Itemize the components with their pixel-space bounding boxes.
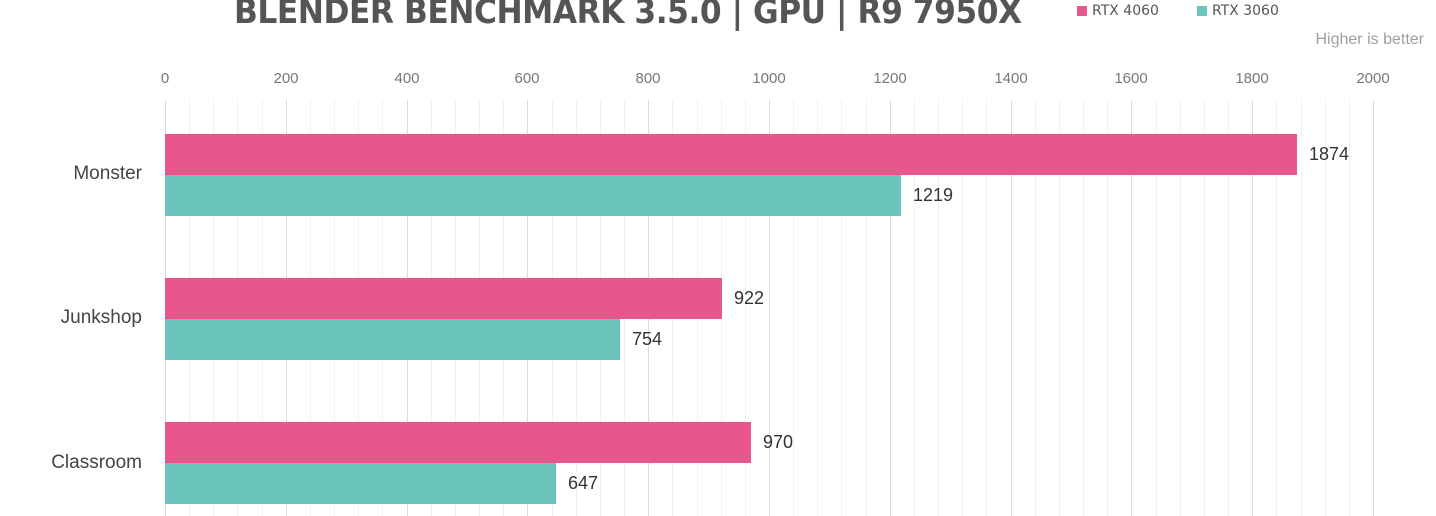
category-label: Junkshop	[60, 307, 142, 328]
x-tick-label: 1800	[1235, 70, 1269, 87]
minor-gridline	[745, 100, 746, 516]
x-tick-label: 1200	[873, 70, 907, 87]
legend-swatch-icon	[1196, 6, 1207, 16]
major-gridline	[769, 100, 770, 516]
minor-gridline	[866, 100, 867, 516]
legend-item-rtx4060: RTX 4060	[1077, 3, 1159, 19]
bar-monster-rtx3060	[165, 175, 901, 216]
legend: RTX 4060 RTX 3060	[1077, 3, 1279, 19]
x-tick-label: 2000	[1356, 70, 1390, 87]
bar-value-label: 1219	[913, 185, 954, 205]
legend-swatch-icon	[1077, 6, 1087, 16]
x-tick-label: 1000	[752, 70, 786, 87]
bar-junkshop-rtx4060	[165, 278, 722, 319]
minor-gridline	[1180, 100, 1181, 516]
x-tick-label: 400	[394, 70, 420, 87]
major-gridline	[1373, 100, 1374, 516]
minor-gridline	[1204, 100, 1205, 516]
bar-monster-rtx4060	[165, 134, 1297, 175]
minor-gridline	[1276, 100, 1277, 516]
minor-gridline	[938, 100, 939, 516]
major-gridline	[1011, 100, 1012, 516]
minor-gridline	[1107, 100, 1108, 516]
minor-gridline	[1301, 100, 1302, 516]
minor-gridline	[1349, 100, 1350, 516]
major-gridline	[1131, 100, 1132, 516]
bar-classroom-rtx3060	[165, 463, 556, 504]
category-label: Classroom	[51, 452, 142, 473]
x-tick-label: 1600	[1114, 70, 1148, 87]
x-tick-label: 1400	[994, 70, 1028, 87]
minor-gridline	[841, 100, 842, 516]
x-tick-label: 0	[160, 70, 170, 87]
category-label: Monster	[73, 163, 142, 184]
minor-gridline	[1059, 100, 1060, 516]
bar-classroom-rtx4060	[165, 422, 751, 463]
bar-value-label: 922	[734, 288, 765, 308]
minor-gridline	[793, 100, 794, 516]
bar-value-label: 1874	[1309, 144, 1350, 164]
x-tick-label: 200	[273, 70, 299, 87]
major-gridline	[1252, 100, 1253, 516]
legend-item-rtx3060: RTX 3060	[1196, 3, 1279, 19]
minor-gridline	[986, 100, 987, 516]
higher-is-better-note: Higher is better	[1315, 31, 1425, 48]
legend-label: RTX 3060	[1211, 3, 1279, 19]
minor-gridline	[817, 100, 818, 516]
minor-gridline	[914, 100, 915, 516]
bar-value-label: 647	[568, 473, 599, 493]
x-tick-label: 600	[514, 70, 540, 87]
minor-gridline	[1035, 100, 1036, 516]
chart-title: BLENDER BENCHMARK 3.5.0 | GPU | R9 7950X	[234, 0, 1022, 32]
major-gridline	[890, 100, 891, 516]
bar-junkshop-rtx3060	[165, 319, 620, 360]
x-tick-label: 800	[635, 70, 661, 87]
legend-label: RTX 4060	[1092, 3, 1159, 19]
bar-value-label: 754	[632, 329, 663, 349]
minor-gridline	[1228, 100, 1229, 516]
minor-gridline	[1156, 100, 1157, 516]
minor-gridline	[1083, 100, 1084, 516]
minor-gridline	[1325, 100, 1326, 516]
minor-gridline	[962, 100, 963, 516]
bar-value-label: 970	[763, 432, 794, 452]
